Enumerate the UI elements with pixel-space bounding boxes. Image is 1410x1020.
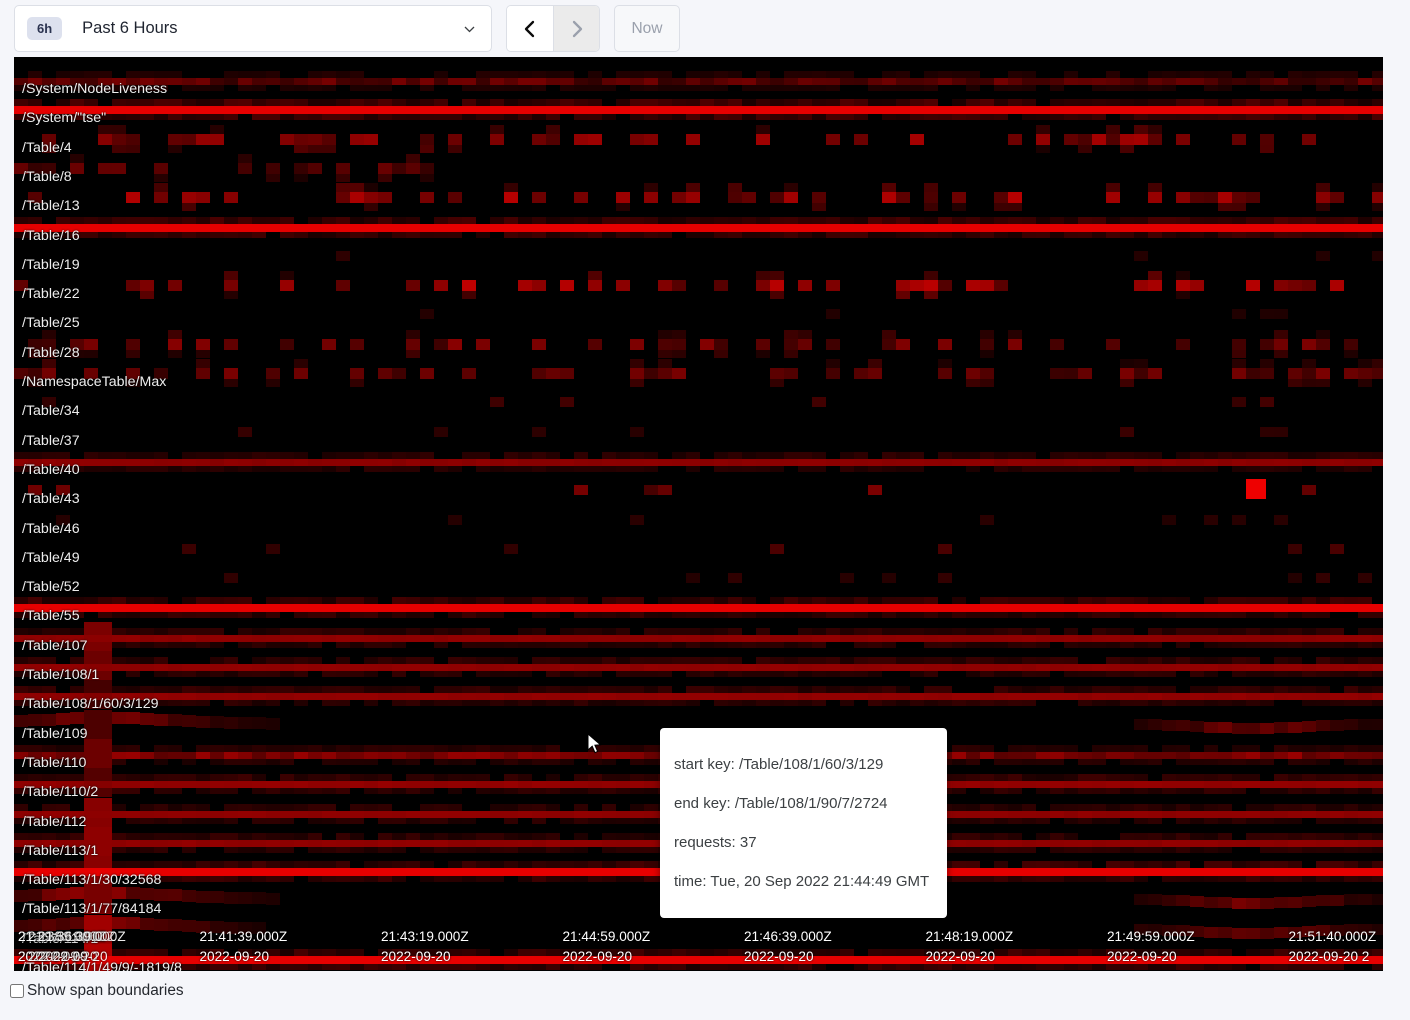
heatmap-row-label: /Table/43 bbox=[22, 491, 80, 508]
x-axis-tick-time: 21:44:59.000Z bbox=[562, 929, 651, 944]
tooltip-start-key: start key: /Table/108/1/60/3/129 bbox=[674, 756, 884, 773]
heatmap-hot-band bbox=[14, 106, 1383, 115]
heatmap-row-label: /System/"tse" bbox=[22, 110, 107, 127]
x-axis-tick: 21:44:59.000Z 2022-09-20 bbox=[563, 927, 651, 967]
heatmap-row-label: /Table/28 bbox=[22, 344, 80, 361]
heatmap-row-label: /Table/49 bbox=[22, 549, 80, 566]
chevron-down-icon bbox=[463, 22, 476, 35]
heatmap-hot-cell[interactable] bbox=[1246, 479, 1266, 500]
x-axis-tick-date: 2022-09-20 bbox=[1107, 949, 1177, 964]
x-axis-tick-date: 2022-09-20 bbox=[28, 949, 98, 964]
x-axis-tick: 21:43:19.000Z 2022-09-20 bbox=[381, 927, 469, 967]
heatmap-row-label: /Table/113/1/30/32568 bbox=[22, 872, 162, 889]
heatmap-warm-band bbox=[14, 458, 1383, 466]
x-axis-tick: 21:51:40.000Z 2022-09-20 2 bbox=[1289, 927, 1377, 967]
heatmap-row-label: /Table/40 bbox=[22, 461, 80, 478]
x-axis-tick: 21:46:39.000Z 2022-09-20 bbox=[744, 927, 832, 967]
heatmap-row-label: /Table/109 bbox=[22, 725, 88, 742]
x-axis-tick-overlap: 21:38:19.000Z 2022-09-20 bbox=[28, 927, 116, 967]
heatmap-row-label: /Table/37 bbox=[22, 432, 80, 449]
x-axis-tick-overlap: 21:36:39.000Z 2022-09-20 bbox=[38, 927, 126, 967]
heatmap-row-label: /Table/13 bbox=[22, 198, 80, 215]
heatmap-row-label: /Table/110/2 bbox=[22, 784, 99, 801]
x-axis-tick-time: 21:41:39.000Z bbox=[199, 929, 288, 944]
x-axis-tick-overlap: 21:39:59.000Z 2022-09-20 bbox=[18, 927, 106, 967]
tooltip-requests: requests: 37 bbox=[674, 834, 757, 851]
heatmap-row-label: /Table/107 bbox=[22, 637, 88, 654]
prev-time-button[interactable] bbox=[507, 6, 553, 51]
time-nav-group bbox=[506, 5, 600, 52]
now-button[interactable]: Now bbox=[614, 5, 680, 52]
heatmap-hot-band bbox=[14, 956, 1383, 964]
x-axis-tick-time: 21:48:19.000Z bbox=[925, 929, 1014, 944]
heatmap-row-label: /Table/108/1 bbox=[22, 667, 100, 683]
heatmap-hot-band bbox=[14, 223, 1383, 232]
x-axis-tick-time: 21:39:59.000Z bbox=[18, 929, 106, 944]
heatmap-row-label: /Table/110 bbox=[22, 754, 87, 771]
heatmap-row-label: /NamespaceTable/Max bbox=[22, 374, 167, 390]
x-axis-tick-date: 2022-09-20 bbox=[744, 949, 814, 964]
x-axis-tick-date: 2022-09-20 bbox=[562, 949, 633, 964]
time-range-badge: 6h bbox=[27, 17, 63, 40]
footer-controls: Show span boundaries bbox=[10, 982, 184, 1000]
heatmap-row-label: /Table/108/1/60/3/129 bbox=[22, 696, 159, 713]
heatmap-row-label: /Table/34 bbox=[22, 403, 80, 420]
chevron-right-icon bbox=[567, 19, 587, 39]
x-axis-tick-date: 2022-09-20 bbox=[38, 949, 108, 964]
x-axis-tick-time: 21:46:39.000Z bbox=[744, 929, 832, 944]
x-axis-tick-time: 21:43:19.000Z bbox=[381, 929, 469, 944]
next-time-button[interactable] bbox=[553, 6, 599, 51]
x-axis-tick-time: 21:36:39.000Z bbox=[38, 929, 126, 944]
heatmap-warm-band bbox=[14, 693, 1383, 701]
heatmap-row-label: /Table/113/1 bbox=[22, 842, 99, 859]
heatmap-x-axis: 21:39:59.000Z 2022-09-20 21:41:39.000Z 2022… bbox=[14, 923, 1383, 971]
heatmap-row-label: /Table/22 bbox=[22, 286, 80, 303]
heatmap-row-label: /Table/4 bbox=[22, 139, 72, 156]
tooltip-end-key: end key: /Table/108/1/90/7/2724 bbox=[674, 795, 888, 812]
heatmap-row-label: /Table/55 bbox=[22, 608, 80, 625]
heatmap-row-label: /Table/112 bbox=[22, 813, 87, 830]
x-axis-tick-time: 21:39:59.000Z bbox=[18, 929, 106, 944]
time-range-label: Past 6 Hours bbox=[82, 19, 178, 37]
x-axis-tick-time: 21:38:19.000Z bbox=[28, 929, 116, 944]
x-axis-tick: 21:39:59.000Z 2022-09-20 bbox=[18, 927, 106, 967]
heatmap-row-label: /Table/113/1/77/84184 bbox=[22, 901, 162, 918]
heatmap-warm-band bbox=[14, 664, 1383, 671]
heatmap-row-label: /Table/46 bbox=[22, 520, 80, 537]
x-axis-tick-time: 21:51:40.000Z bbox=[1288, 929, 1377, 944]
heatmap-warm-band bbox=[14, 634, 1383, 642]
x-axis-tick-date: 2022-09-20 2 bbox=[1288, 949, 1370, 964]
x-axis-tick-time: 21:49:59.000Z bbox=[1107, 929, 1195, 944]
toolbar: 6h Past 6 Hours Now bbox=[0, 0, 1410, 57]
x-axis-tick-date: 2022-09-20 bbox=[18, 949, 88, 964]
key-visualizer-heatmap[interactable]: /System/NodeLiveness/System/"tse" /Table/… bbox=[14, 57, 1383, 971]
heatmap-row-label: /System/NodeLiveness bbox=[22, 81, 168, 97]
heatmap-row-label: /Table/16 bbox=[22, 227, 80, 244]
x-axis-tick-date: 2022-09-20 bbox=[925, 949, 996, 964]
time-range-dropdown[interactable]: 6h Past 6 Hours bbox=[14, 5, 492, 52]
x-axis-tick-date: 2022-09-20 bbox=[381, 949, 451, 964]
tooltip-time: time: Tue, 20 Sep 2022 21:44:49 GMT bbox=[674, 873, 930, 890]
x-axis-tick-date: 2022-09-20 bbox=[18, 949, 88, 964]
x-axis-tick-date: 2022-09-20 bbox=[199, 949, 270, 964]
heatmap-row-label: /Table/8 bbox=[22, 168, 72, 185]
x-axis-tick: 21:41:39.000Z 2022-09-20 bbox=[200, 927, 288, 967]
show-span-boundaries-label[interactable]: Show span boundaries bbox=[27, 982, 184, 999]
show-span-boundaries-checkbox[interactable] bbox=[10, 984, 24, 998]
heatmap-row-label: /Table/52 bbox=[22, 579, 80, 596]
heatmap-row-label: /Table/19 bbox=[22, 256, 80, 273]
chevron-left-icon bbox=[520, 19, 540, 39]
heatmap-tooltip: start key: /Table/108/1/60/3/129 end key… bbox=[660, 728, 947, 918]
heatmap-row-label: /Table/25 bbox=[22, 315, 80, 332]
x-axis-tick: 21:49:59.000Z 2022-09-20 bbox=[1107, 927, 1195, 967]
x-axis-tick: 21:48:19.000Z 2022-09-20 bbox=[926, 927, 1014, 967]
heatmap-hot-band bbox=[14, 604, 1383, 613]
